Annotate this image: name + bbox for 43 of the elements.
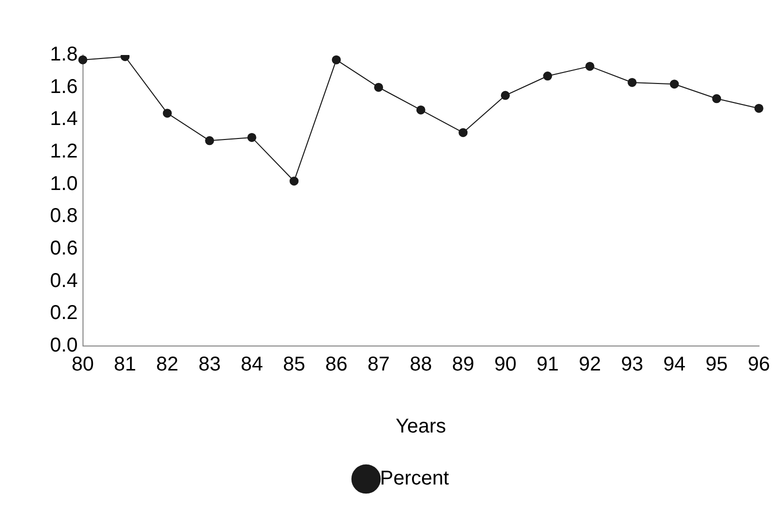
x-tick-label: 92 (578, 354, 601, 376)
x-tick-label: 81 (114, 354, 136, 376)
point (458, 128, 468, 138)
x-tick-label: 89 (452, 354, 474, 376)
y-tick-label: 1.8 (50, 44, 78, 66)
point (290, 176, 299, 186)
point (543, 72, 552, 81)
x-tick-label: 94 (663, 354, 686, 376)
x-tick-label: 96 (748, 354, 770, 376)
point (205, 136, 214, 146)
x-tick-label: 86 (325, 354, 348, 376)
y-tick-label: 0.6 (50, 238, 78, 260)
point (374, 82, 384, 92)
x-axis-title: Years (396, 416, 446, 438)
x-tick-label: 93 (620, 354, 644, 376)
x-tick-label: 82 (156, 354, 178, 376)
point (247, 132, 256, 142)
point (500, 90, 510, 100)
x-tick-label: 83 (198, 354, 221, 376)
point (585, 62, 594, 71)
y-tick-label: 0.8 (50, 205, 78, 228)
x-tick-label: 87 (367, 354, 390, 376)
point (754, 104, 764, 113)
legend-label: Percent (380, 468, 450, 490)
x-tick-label: 88 (410, 354, 432, 376)
x-tick-label: 85 (282, 354, 306, 376)
x-tick-label: 91 (536, 354, 559, 376)
y-tick-label: 1.6 (50, 76, 78, 98)
y-tick-label: 1.2 (50, 140, 78, 163)
y-tick-label: 0.4 (50, 270, 78, 292)
x-tick-label: 90 (494, 354, 516, 376)
x-tick-label: 84 (240, 354, 263, 376)
point (628, 78, 637, 87)
point (670, 80, 679, 89)
point (332, 55, 341, 64)
y-tick-label: 0.2 (50, 302, 78, 324)
x-tick-label: 95 (705, 354, 728, 376)
y-tick-label: 1.4 (50, 108, 78, 130)
point (712, 94, 722, 104)
y-tick-label: 1.0 (50, 172, 78, 195)
point (78, 55, 88, 64)
point (162, 108, 172, 118)
point (416, 105, 426, 114)
